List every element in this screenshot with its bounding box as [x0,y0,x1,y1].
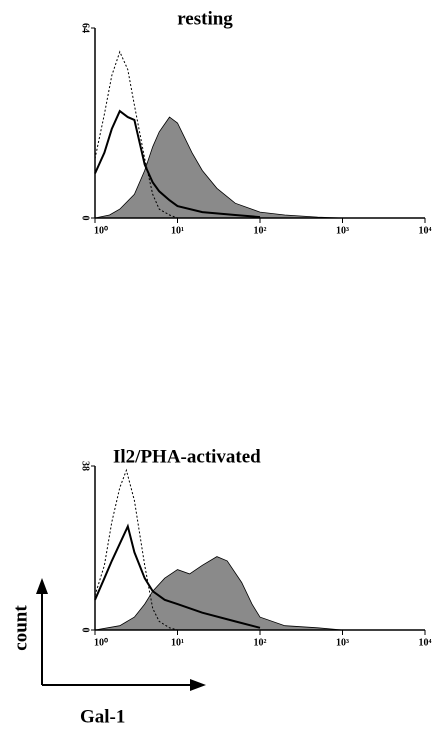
histogram-line [94,50,178,219]
x-arrow-head [190,679,206,691]
histogram: Il2/PHA-activated 0 38 10⁰ 10¹ 10² 10³ 10⁴ [80,446,432,648]
x-tick-label: 10³ [336,637,349,648]
y-tick-label: 64 [80,23,91,33]
histogram-line [94,468,178,631]
x-tick-label: 10⁴ [419,637,432,648]
chart-title: resting [177,8,233,29]
x-tick-label: 10¹ [171,225,184,236]
x-tick-label: 10² [254,637,267,648]
y-tick-label: 0 [80,216,91,221]
x-axis-label: Gal-1 [80,706,125,727]
histogram-line [94,109,261,219]
y-arrow-head [36,578,48,594]
x-tick-label: 10¹ [171,637,184,648]
y-tick-label: 0 [80,628,91,633]
y-axis-label: count [10,605,31,651]
filled-histogram [94,116,343,219]
x-tick-label: 10³ [336,225,349,236]
histogram: resting 0 64 10⁰ 10¹ 10² 10³ 10⁴ [80,8,432,236]
chart-title: Il2/PHA-activated [113,446,261,467]
x-tick-label: 10⁰ [94,637,108,648]
x-tick-label: 10⁴ [419,225,432,236]
histogram-line [94,523,261,629]
y-tick-label: 38 [80,461,91,471]
x-tick-label: 10⁰ [94,225,108,236]
x-tick-label: 10² [254,225,267,236]
filled-histogram [94,556,343,631]
axes-key: count Gal-1 [10,578,206,727]
